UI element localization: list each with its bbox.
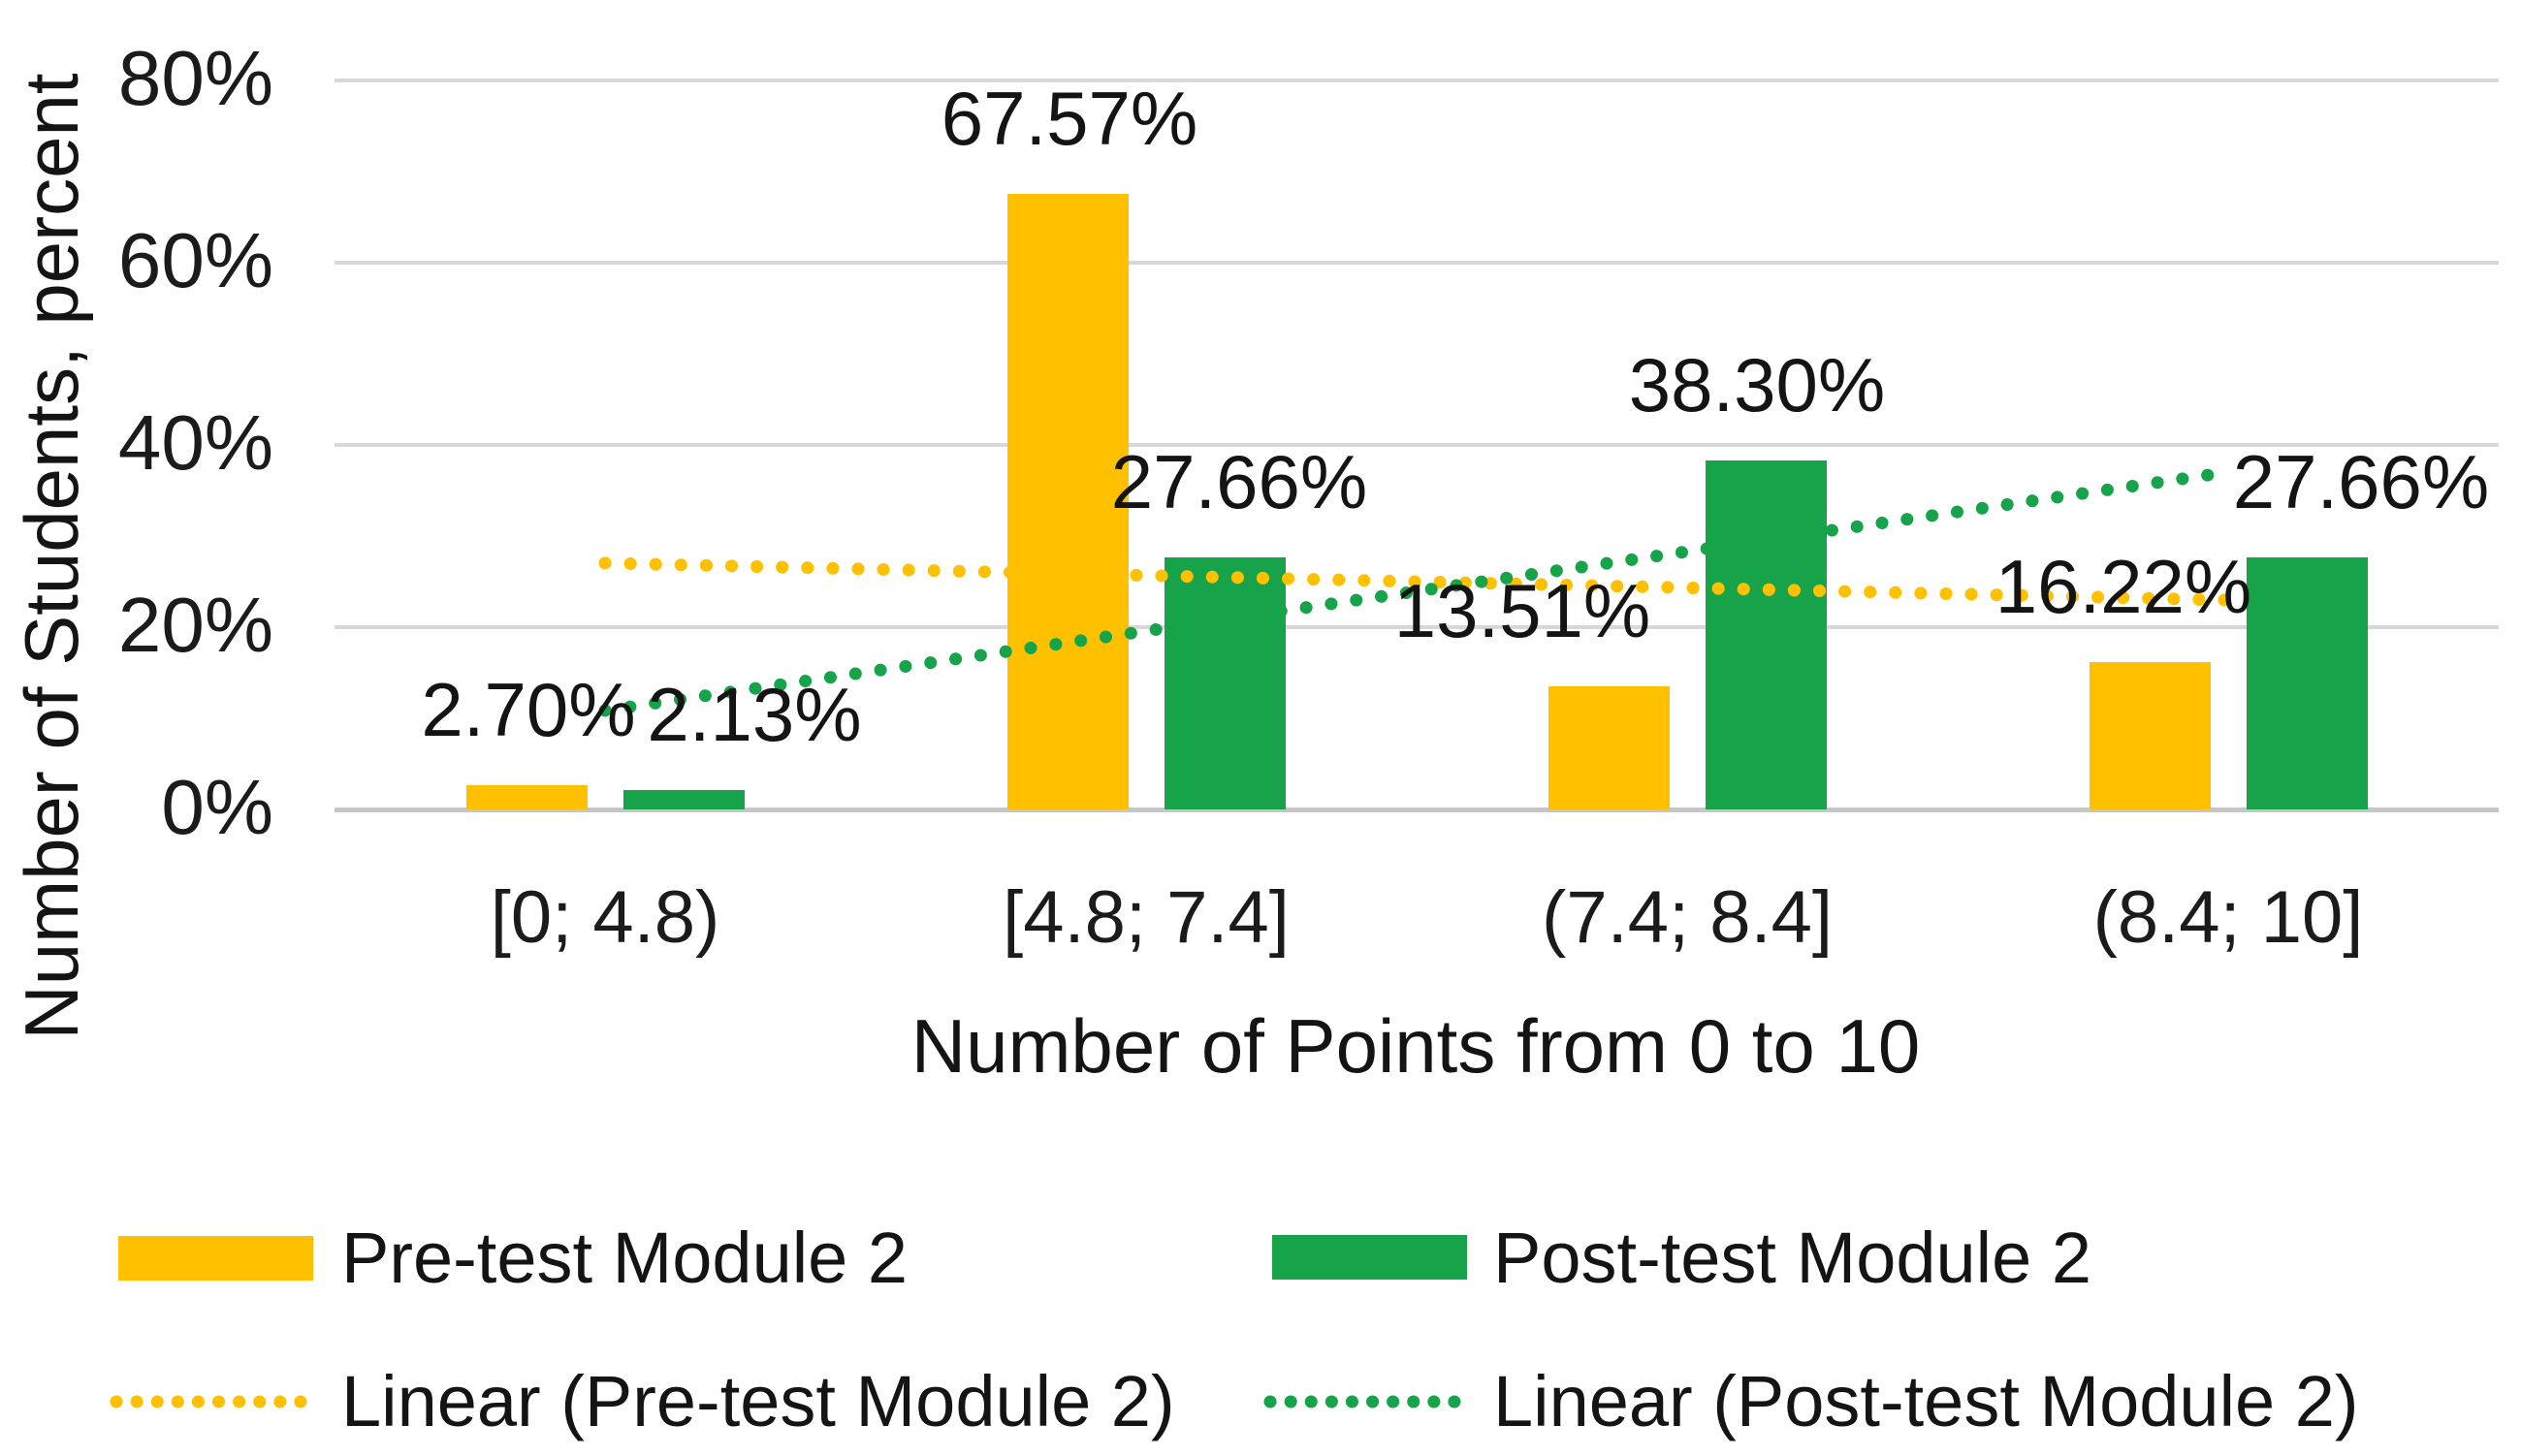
data-label: 67.57% bbox=[941, 75, 1198, 161]
x-tick-label: (7.4; 8.4] bbox=[1542, 876, 1833, 959]
y-tick-label: 0% bbox=[161, 764, 273, 850]
gridline bbox=[335, 625, 2499, 629]
y-tick-label: 60% bbox=[117, 217, 273, 303]
legend-dotted-line-pretest-icon bbox=[110, 1395, 313, 1409]
y-tick-label: 40% bbox=[117, 399, 273, 486]
trendline-posttest bbox=[598, 465, 2235, 717]
gridline bbox=[335, 443, 2499, 447]
legend-swatch-pretest bbox=[118, 1236, 313, 1281]
bar-pretest bbox=[2089, 661, 2211, 809]
data-label: 13.51% bbox=[1393, 568, 1651, 653]
x-axis-title: Number of Points from 0 to 10 bbox=[910, 1003, 1921, 1089]
y-tick-label: 20% bbox=[117, 582, 273, 668]
legend-label-posttest: Post-test Module 2 bbox=[1493, 1218, 2091, 1298]
bar-posttest bbox=[1705, 459, 1827, 809]
data-label: 38.30% bbox=[1628, 341, 1886, 427]
x-tick-label: [4.8; 7.4] bbox=[1003, 876, 1290, 959]
data-label: 27.66% bbox=[1110, 438, 1368, 524]
legend-swatch-posttest bbox=[1272, 1235, 1467, 1280]
bar-pretest bbox=[465, 784, 588, 809]
y-tick-label: 80% bbox=[117, 35, 273, 121]
bar-pretest bbox=[1548, 686, 1670, 809]
legend-label-linear-pretest: Linear (Pre-test Module 2) bbox=[341, 1361, 1175, 1441]
x-axis-line bbox=[335, 807, 2499, 812]
trendline-pretest bbox=[598, 556, 2235, 607]
gridline bbox=[335, 261, 2499, 265]
bar-posttest bbox=[2246, 556, 2368, 809]
x-tick-label: [0; 4.8) bbox=[490, 876, 720, 959]
data-label: 27.66% bbox=[2232, 438, 2490, 524]
legend-label-pretest: Pre-test Module 2 bbox=[341, 1218, 909, 1298]
data-label: 16.22% bbox=[1994, 543, 2252, 629]
bar-posttest bbox=[622, 789, 745, 809]
legend-dotted-line-posttest-icon bbox=[1263, 1395, 1467, 1409]
data-label: 2.13% bbox=[647, 671, 862, 757]
bar-pretest bbox=[1006, 193, 1129, 809]
gridline bbox=[335, 79, 2499, 82]
bar-posttest bbox=[1164, 556, 1286, 809]
legend-label-linear-posttest: Linear (Post-test Module 2) bbox=[1493, 1361, 2359, 1441]
data-label: 2.70% bbox=[421, 666, 636, 752]
x-tick-label: (8.4; 10] bbox=[2092, 876, 2364, 959]
